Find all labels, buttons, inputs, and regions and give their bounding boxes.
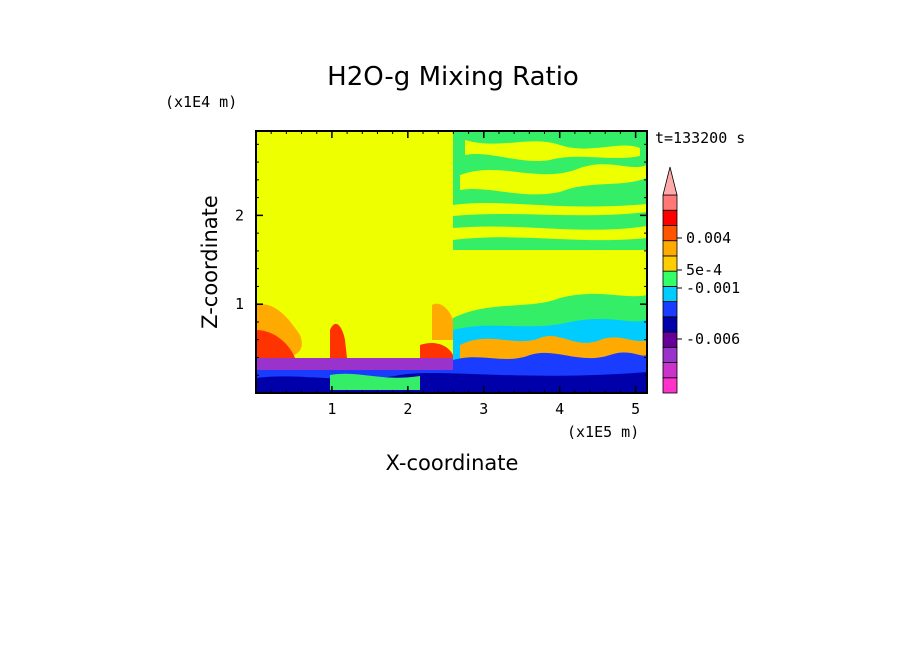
- y-axis-label: Z-coordinate: [198, 195, 222, 329]
- band-purple: [256, 358, 453, 370]
- plot-area: [255, 130, 648, 394]
- colorbar-label: 0.004: [686, 229, 731, 247]
- colorbar-swatch: [662, 301, 678, 318]
- colorbar-label: -0.006: [686, 330, 740, 348]
- plot-frame: [255, 130, 648, 394]
- band-red-left: [256, 330, 295, 358]
- x-tick-label: 3: [479, 400, 488, 418]
- y-unit-label: (x1E4 m): [165, 93, 237, 111]
- colorbar-swatch: [662, 362, 678, 379]
- colorbar-swatch: [662, 346, 678, 363]
- time-label: t=133200 s: [655, 129, 745, 147]
- colorbar-label: -0.001: [686, 279, 740, 297]
- colorbar-swatch: [662, 377, 678, 394]
- x-tick-label: 1: [327, 400, 336, 418]
- colorbar-arrow: [662, 166, 678, 196]
- band-streak: [465, 140, 640, 162]
- colorbar-swatch: [662, 270, 678, 287]
- plume-red: [330, 323, 347, 358]
- x-axis-label: X-coordinate: [386, 451, 519, 475]
- plume-orange: [420, 343, 453, 360]
- band-streak: [453, 202, 647, 216]
- colorbar-label: 5e-4: [686, 261, 722, 279]
- colorbar-swatch: [662, 285, 678, 303]
- band-streak: [460, 164, 647, 195]
- x-tick-label: 4: [555, 400, 564, 418]
- colorbar-swatch: [662, 316, 678, 333]
- x-axis: 1 2 3 4 5: [270, 131, 640, 418]
- y-tick-label: 1: [235, 295, 244, 313]
- x-tick-label: 5: [631, 400, 640, 418]
- colorbar: 0.004 5e-4-0.001 -0.006: [662, 166, 740, 394]
- plume-orange-top: [432, 303, 453, 340]
- colorbar-swatch: [662, 331, 678, 348]
- colorbar-swatch: [662, 240, 678, 257]
- y-tick-label: 2: [235, 206, 244, 224]
- chart-title: H2O-g Mixing Ratio: [327, 62, 579, 92]
- x-unit-label: (x1E5 m): [567, 423, 639, 441]
- x-tick-label: 2: [403, 400, 412, 418]
- band-streak: [453, 226, 647, 241]
- y-axis: 12: [235, 143, 647, 376]
- band-green-low: [330, 373, 420, 390]
- colorbar-swatch: [662, 225, 678, 242]
- colorbar-swatch: [662, 194, 678, 211]
- colorbar-swatch: [662, 255, 678, 272]
- colorbar-swatch: [662, 209, 678, 226]
